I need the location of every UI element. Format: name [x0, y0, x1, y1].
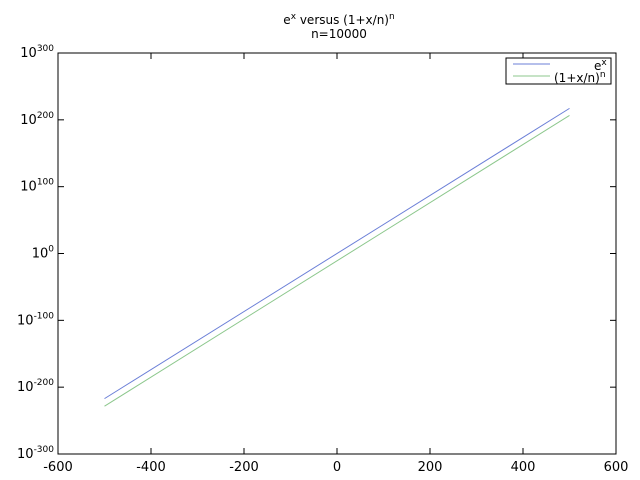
y-axis: 10300 10200 10100 100 10-100 10-200 10-300: [17, 44, 616, 462]
chart-title: ex versus (1+x/n)n: [283, 12, 394, 27]
title-base: e: [283, 13, 290, 27]
legend-box: [505, 57, 612, 85]
title-sup: x: [291, 12, 297, 22]
legend-label-ex-sup: x: [601, 58, 607, 68]
y-tick-label: 100: [32, 245, 55, 262]
x-tick-label: -400: [136, 460, 166, 475]
y-tick-label: 10300: [20, 44, 54, 61]
x-axis: -600 -400 -200 0 200 400 600: [43, 53, 628, 475]
y-tick-label: 10-300: [17, 445, 54, 462]
series-line-ex: [104, 107, 570, 400]
series-line-approx: [104, 114, 570, 407]
legend-label-approx-base: (1+x/n): [554, 71, 600, 85]
x-tick-label: 600: [604, 460, 629, 475]
y-tick-label: 10-100: [17, 311, 54, 328]
legend-label-ex: ex: [594, 58, 607, 73]
legend-label-approx-sup: n: [600, 70, 606, 80]
x-tick-label: 400: [511, 460, 536, 475]
legend-label-ex-base: e: [594, 59, 601, 73]
x-tick-label: 200: [418, 460, 443, 475]
legend-label-approx: (1+x/n)n: [554, 70, 606, 85]
y-tick-label: 10-200: [17, 378, 54, 395]
title-middle: versus (1+x/n): [296, 13, 389, 27]
x-tick-label: -200: [229, 460, 259, 475]
title-sup2: n: [389, 12, 395, 22]
x-tick-label: 0: [333, 460, 341, 475]
series-layer: [104, 107, 570, 407]
x-tick-label: -600: [43, 460, 73, 475]
y-tick-label: 10100: [20, 178, 54, 195]
legend: ex (1+x/n)n: [505, 57, 612, 85]
chart-subtitle: n=10000: [311, 27, 367, 41]
y-tick-label: 10200: [20, 111, 54, 128]
